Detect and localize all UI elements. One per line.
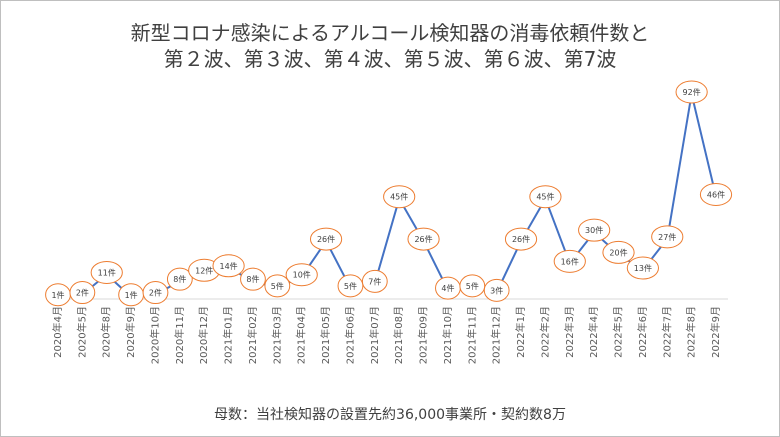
x-tick-label: 2020年11月 <box>173 306 186 364</box>
data-label-bubble <box>578 218 611 242</box>
data-label: 4件 <box>441 283 454 293</box>
data-label-bubble <box>483 278 510 302</box>
data-label: 92件 <box>683 87 701 97</box>
data-label: 3件 <box>490 285 503 295</box>
data-label: 26件 <box>317 234 335 244</box>
data-label-bubble <box>337 274 364 298</box>
x-tick-label: 2022年1月 <box>514 306 527 358</box>
data-label: 8件 <box>173 274 186 284</box>
data-label: 2件 <box>76 288 89 298</box>
data-label: 7件 <box>368 276 381 286</box>
x-tick-label: 2020年12月 <box>197 306 210 364</box>
x-tick-label: 2021年06月 <box>343 306 356 364</box>
x-tick-label: 2022年6月 <box>636 306 649 358</box>
data-label-bubble <box>699 183 733 206</box>
data-label-bubble <box>166 267 193 291</box>
data-label: 26件 <box>512 234 530 244</box>
data-label-bubble <box>504 227 538 251</box>
data-label-bubble <box>529 185 562 209</box>
data-label: 1件 <box>51 290 64 300</box>
x-tick-label: 2021年07月 <box>368 306 381 364</box>
x-tick-label: 2022年5月 <box>612 306 625 358</box>
chart-title-line2: 第２波、第３波、第４波、第５波、第６波、第7波 <box>163 47 617 71</box>
x-tick-label: 2022年3月 <box>563 306 576 358</box>
data-label-bubble <box>602 240 635 264</box>
data-label-bubble <box>383 185 416 209</box>
data-label-bubble <box>407 227 440 251</box>
x-tick-label: 2020年9月 <box>124 306 137 358</box>
data-label-bubble <box>309 227 343 251</box>
data-label: 45件 <box>390 192 408 202</box>
data-label: 13件 <box>634 263 652 273</box>
x-tick-label: 2021年09月 <box>417 306 430 364</box>
data-label: 8件 <box>246 274 259 284</box>
x-tick-label: 2021年08月 <box>392 306 405 364</box>
data-label: 2件 <box>149 288 162 298</box>
data-label-bubble <box>285 263 318 287</box>
data-label: 5件 <box>466 281 479 291</box>
data-label-bubble <box>675 80 708 104</box>
data-label-bubble <box>553 249 586 273</box>
data-label-bubble <box>212 254 245 278</box>
data-label-bubble <box>69 281 96 305</box>
chart-title: 新型コロナ感染によるアルコール検知器の消毒依頼件数と 第２波、第３波、第４波、第… <box>0 20 780 72</box>
x-tick-label: 2020年10月 <box>148 306 161 364</box>
x-tick-label: 2020年5月 <box>75 306 88 358</box>
data-label: 5件 <box>271 281 284 291</box>
data-label: 1件 <box>125 290 138 300</box>
x-tick-label: 2021年05月 <box>319 306 332 364</box>
x-tick-label: 2022年4月 <box>587 306 600 358</box>
data-label: 27件 <box>658 232 676 242</box>
data-label-bubble <box>361 269 388 293</box>
data-label: 10件 <box>293 270 311 280</box>
chart-footnote: 母数：当社検知器の設置先約36,000事業所・契約数8万 <box>214 407 566 423</box>
x-tick-label: 2021年01月 <box>222 306 235 364</box>
data-label: 12件 <box>195 265 213 275</box>
data-label-bubble <box>459 274 486 298</box>
data-label: 26件 <box>414 234 432 244</box>
x-tick-label: 2021年11月 <box>465 306 478 364</box>
x-tick-label: 2020年4月 <box>51 306 64 358</box>
data-label: 14件 <box>219 261 237 271</box>
x-tick-label: 2022年2月 <box>538 306 551 358</box>
data-label: 20件 <box>609 247 627 257</box>
data-label-bubble <box>240 267 266 291</box>
series-line <box>57 93 717 298</box>
x-tick-label: 2021年02月 <box>246 306 259 364</box>
data-label: 5件 <box>344 281 357 291</box>
x-tick-label: 2022年8月 <box>685 306 698 358</box>
data-label: 16件 <box>561 256 579 266</box>
x-tick-label: 2022年9月 <box>709 306 722 358</box>
data-label: 45件 <box>536 192 554 202</box>
data-label-bubble <box>651 225 684 249</box>
x-tick-label: 2021年12月 <box>490 306 503 364</box>
data-label: 30件 <box>585 225 603 235</box>
x-tick-label: 2022年7月 <box>660 306 673 358</box>
x-tick-label: 2021年04月 <box>295 306 308 364</box>
data-label: 46件 <box>707 190 725 200</box>
x-tick-label: 2020年8月 <box>100 306 113 358</box>
chart-title-line1: 新型コロナ感染によるアルコール検知器の消毒依頼件数と <box>130 21 650 45</box>
data-label-bubble <box>142 281 169 305</box>
x-tick-label: 2021年10月 <box>441 306 454 364</box>
data-label-bubble <box>626 256 659 280</box>
data-label: 11件 <box>98 267 116 277</box>
data-label-bubble <box>264 274 291 298</box>
data-label-bubble <box>90 260 123 284</box>
x-tick-label: 2021年03月 <box>270 306 283 364</box>
